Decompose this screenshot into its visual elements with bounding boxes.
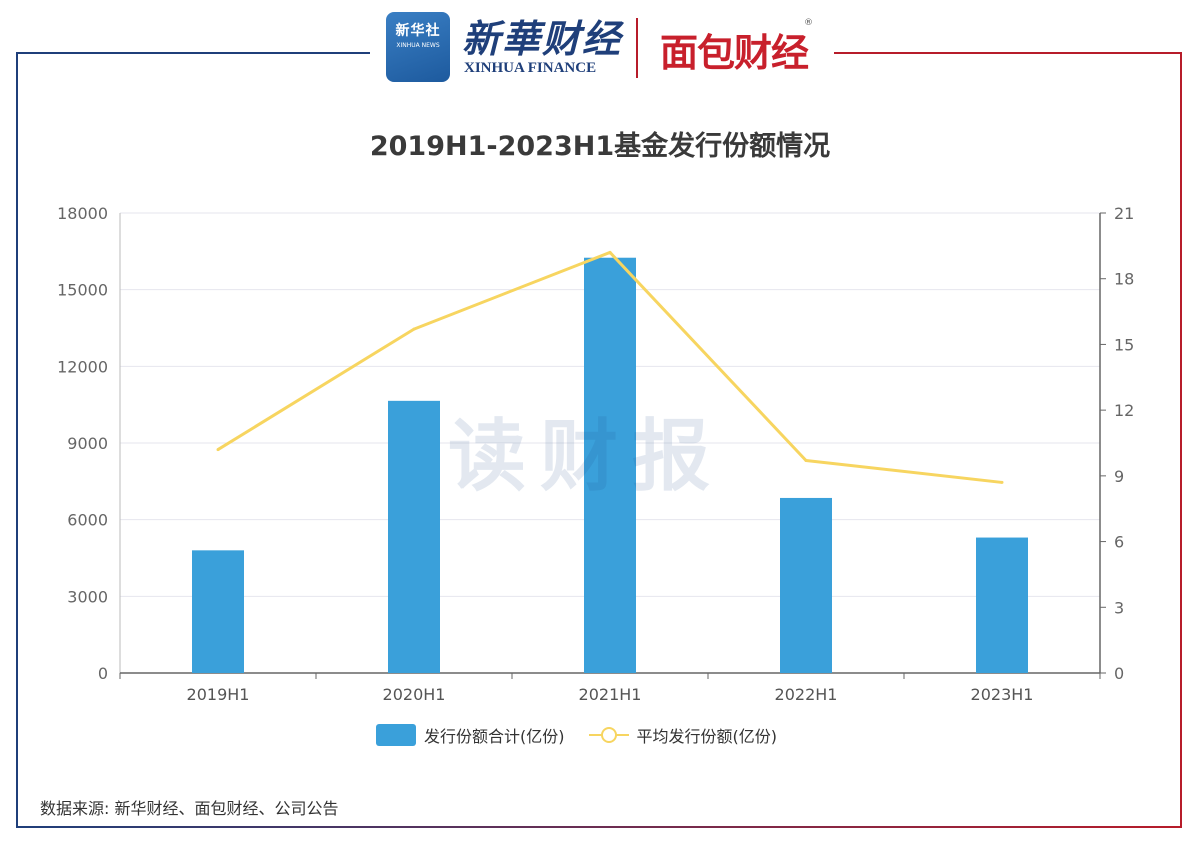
x-tick-label: 2020H1 — [383, 685, 446, 704]
line-point — [1000, 480, 1004, 484]
line-point — [412, 327, 416, 331]
xinhua-badge-en: XINHUA NEWS — [396, 42, 440, 49]
y-right-tick-label: 15 — [1114, 335, 1134, 354]
y-left-tick-label: 15000 — [57, 281, 108, 300]
header-logos: 新华社 XINHUA NEWS 新華财经 XINHUA FINANCE 面包财经… — [380, 8, 830, 84]
frame-top-right-line — [834, 52, 1182, 54]
y-left-tick-label: 6000 — [67, 511, 108, 530]
xinhua-finance-logo-cn: 新華财经 — [462, 16, 623, 61]
legend-line-label: 平均发行份额(亿份) — [636, 727, 778, 746]
legend-line-swatch — [588, 724, 629, 746]
bar — [388, 400, 440, 673]
line-point — [216, 448, 220, 452]
y-right-tick-label: 21 — [1114, 204, 1134, 223]
frame-left-line — [16, 52, 18, 828]
y-right-tick-label: 3 — [1114, 598, 1124, 617]
logo-divider — [636, 18, 638, 78]
legend-bar-swatch — [376, 724, 416, 746]
frame-top-left-line — [16, 52, 370, 54]
xinhua-badge-cn: 新华社 — [395, 23, 441, 39]
bar — [192, 550, 244, 673]
y-right-tick-label: 6 — [1114, 533, 1124, 552]
chart-title: 2019H1-2023H1基金发行份额情况 — [369, 131, 831, 162]
frame-right-line — [1180, 52, 1182, 828]
x-tick-label: 2021H1 — [579, 685, 642, 704]
y-left-tick-label: 0 — [98, 664, 108, 683]
y-right-tick-label: 12 — [1114, 401, 1134, 420]
y-right-tick-label: 18 — [1114, 270, 1134, 289]
legend-bar-label: 发行份额合计(亿份) — [424, 727, 565, 746]
registered-mark: ® — [804, 18, 813, 28]
bar — [976, 537, 1028, 673]
y-right-tick-label: 0 — [1114, 664, 1124, 683]
line-point — [804, 459, 808, 463]
frame-bottom-line — [16, 826, 1182, 828]
x-tick-label: 2019H1 — [187, 685, 250, 704]
y-left-tick-label: 18000 — [57, 204, 108, 223]
bar — [584, 257, 636, 673]
data-source-note: 数据来源: 新华财经、面包财经、公司公告 — [40, 799, 339, 818]
line-point — [608, 250, 612, 254]
y-left-tick-label: 3000 — [67, 587, 108, 606]
x-tick-label: 2023H1 — [971, 685, 1034, 704]
xinhua-news-logo: 新华社 XINHUA NEWS — [386, 12, 450, 82]
watermark: 读财报 — [448, 412, 725, 502]
bar — [780, 497, 832, 673]
chart-legend: 发行份额合计(亿份) 平均发行份额(亿份) — [376, 722, 777, 748]
xinhua-finance-logo-en: XINHUA FINANCE — [464, 60, 597, 76]
x-tick-label: 2022H1 — [775, 685, 838, 704]
y-left-tick-label: 12000 — [57, 357, 108, 376]
y-left-tick-label: 9000 — [67, 434, 108, 453]
mianbao-finance-logo: 面包财经 — [660, 31, 809, 75]
y-right-tick-label: 9 — [1114, 467, 1124, 486]
